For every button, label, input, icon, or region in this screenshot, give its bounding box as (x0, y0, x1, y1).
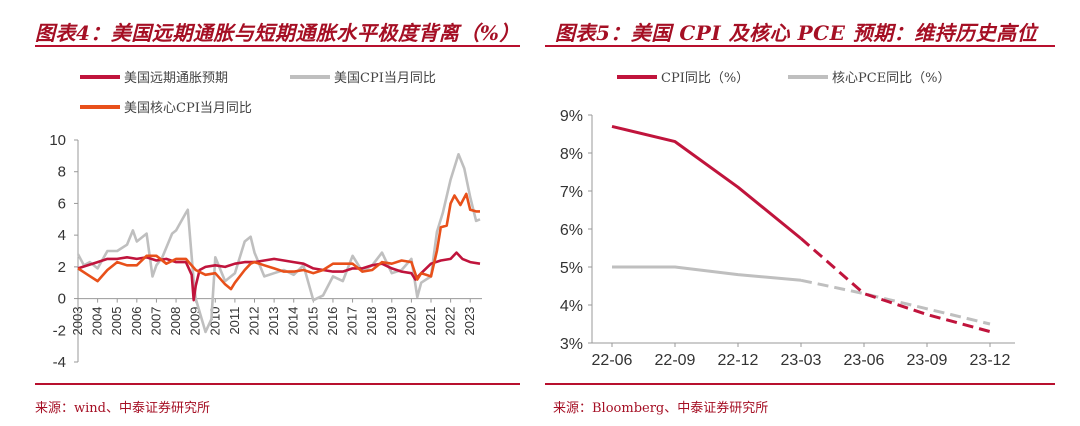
legend-label-cpi: 美国CPI当月同比 (334, 71, 436, 86)
left-x-tick-label: 2011 (227, 307, 242, 335)
left-x-tick-label: 2016 (325, 307, 340, 336)
right-y-tick-label: 4% (560, 298, 583, 315)
legend-swatch-cpi-yoy (617, 74, 657, 79)
legend-label-long-term: 美国远期通胀预期 (124, 71, 229, 86)
right-y-tick-label: 6% (560, 222, 583, 239)
left-y-tick-label: 10 (49, 132, 66, 149)
left-x-tick-label: 2014 (286, 307, 301, 336)
right-chart-plot: 9% 8% 7% 6% 5% 4% 3% 22-06 22-09 22-12 23-03 23-06 2… (560, 108, 1015, 369)
left-x-tick-label: 2015 (305, 307, 320, 336)
right-y-tick-label: 9% (560, 108, 583, 125)
left-y-tick-label: 2 (58, 259, 66, 276)
right-source-note: 来源：Bloomberg、中泰证券研究所 (553, 401, 769, 416)
left-x-tick-label: 2005 (109, 307, 124, 336)
right-x-tick-label: 22-09 (655, 352, 696, 369)
left-x-tick-label: 2019 (384, 307, 399, 336)
left-x-tick-label: 2021 (423, 307, 438, 336)
right-title-rule (545, 45, 1055, 47)
left-y-tick-label: 6 (58, 195, 66, 212)
right-chart-title: 图表5：美国 CPI 及核心 PCE 预期：维持历史高位 (555, 21, 1038, 45)
left-chart-title: 图表4：美国远期通胀与短期通胀水平极度背离（%） (35, 21, 520, 45)
left-x-tick-label: 2022 (443, 307, 458, 336)
left-x-tick-label: 2013 (266, 307, 281, 336)
right-y-tick-label: 5% (560, 260, 583, 277)
legend-swatch-long-term (80, 74, 120, 79)
legend-item-long-term: 美国远期通胀预期 (80, 67, 228, 86)
right-x-tick-label: 23-12 (970, 352, 1011, 369)
left-source-rule (35, 383, 520, 385)
right-x-tick-label: 22-12 (718, 352, 759, 369)
legend-swatch-core-pce (788, 74, 828, 79)
left-x-tick-label: 2020 (403, 307, 418, 336)
left-x-tick-label: 2006 (129, 307, 144, 336)
legend-swatch-cpi (290, 74, 330, 79)
left-y-tick-label: 8 (58, 164, 66, 181)
right-x-tick-label: 23-06 (844, 352, 885, 369)
right-series-actual-1 (612, 265, 802, 282)
legend-swatch-core-cpi (80, 104, 120, 109)
right-y-tick-label: 8% (560, 146, 583, 163)
right-series-forecast-1 (800, 278, 991, 326)
legend-label-cpi-yoy: CPI同比（%） (661, 71, 750, 86)
legend-item-core-cpi: 美国核心CPI当月同比 (80, 97, 252, 116)
left-x-tick-label: 2018 (364, 307, 379, 336)
left-title-rule (35, 45, 520, 47)
right-y-tick-label: 7% (560, 184, 583, 201)
legend-item-core-pce: 核心PCE同比（%） (788, 67, 951, 86)
left-series-line-1 (76, 153, 481, 334)
left-source-note: 来源：wind、中泰证券研究所 (35, 401, 210, 416)
right-x-tick-label: 23-03 (781, 352, 822, 369)
legend-label-core-cpi: 美国核心CPI当月同比 (124, 101, 252, 116)
left-x-tick-label: 2023 (462, 307, 477, 336)
left-y-tick-label: -4 (53, 354, 66, 371)
legend-item-cpi-yoy: CPI同比（%） (617, 67, 749, 86)
left-x-tick-label: 2004 (90, 307, 105, 336)
left-x-tick-label: 2008 (168, 307, 183, 336)
left-x-tick-label: 2003 (70, 307, 85, 336)
left-chart-panel: 图表4：美国远期通胀与短期通胀水平极度背离（%） 美国远期通胀预期 美国CPI当… (0, 0, 530, 426)
right-y-tick-label: 3% (560, 336, 583, 353)
left-y-tick-label: 4 (58, 227, 66, 244)
left-y-tick-label: -2 (53, 322, 66, 339)
left-x-tick-label: 2007 (148, 307, 163, 336)
legend-label-core-pce: 核心PCE同比（%） (832, 71, 951, 86)
left-x-tick-label: 2012 (247, 307, 262, 336)
left-y-tick-label: 0 (58, 291, 66, 308)
legend-item-cpi: 美国CPI当月同比 (290, 67, 436, 86)
left-series-line-2 (77, 192, 480, 291)
right-series-actual-0 (611, 124, 802, 240)
left-x-tick-label: 2017 (345, 307, 360, 336)
right-x-tick-label: 22-06 (592, 352, 633, 369)
right-series-forecast-0 (800, 237, 991, 334)
right-chart-panel: 图表5：美国 CPI 及核心 PCE 预期：维持历史高位 CPI同比（%） 核心… (545, 0, 1080, 426)
right-x-tick-label: 23-09 (907, 352, 948, 369)
right-source-rule (545, 383, 1055, 385)
